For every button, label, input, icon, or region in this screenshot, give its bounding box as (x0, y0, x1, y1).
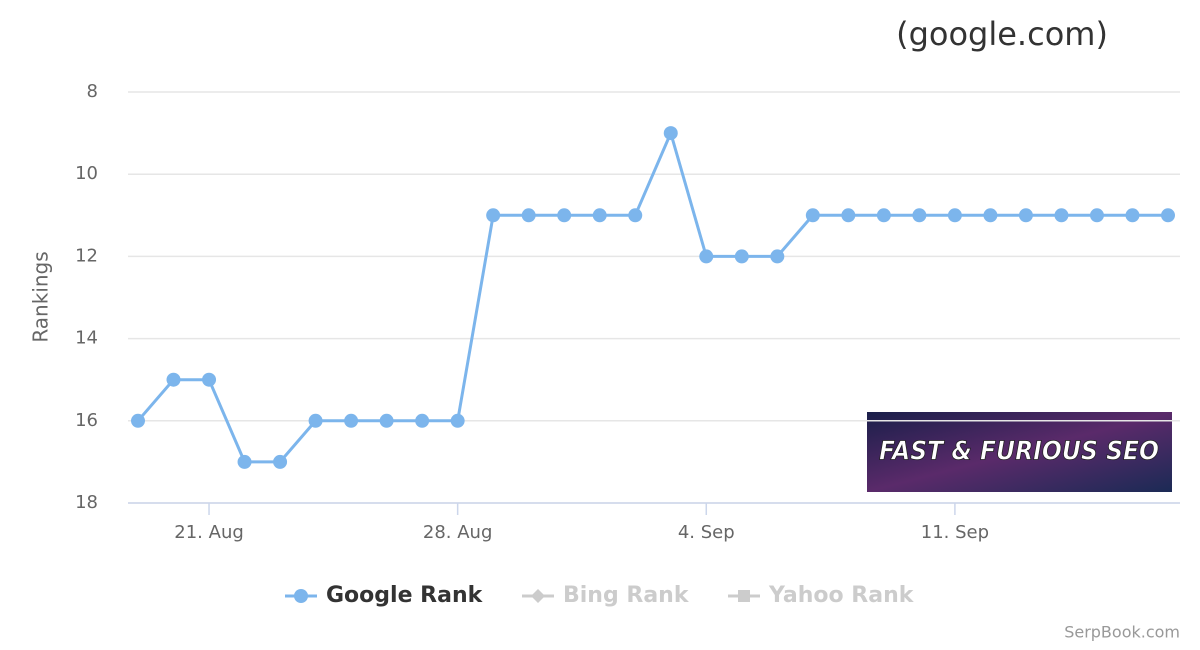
legend-label[interactable]: Google Rank (326, 583, 484, 608)
y-axis-label: Rankings (29, 251, 53, 342)
data-point (131, 413, 145, 428)
data-point (912, 208, 927, 223)
data-point (202, 372, 217, 387)
y-tick-label: 14 (75, 328, 98, 349)
data-point (344, 413, 359, 428)
data-point (805, 208, 820, 223)
data-point (628, 208, 643, 223)
legend-label[interactable]: Yahoo Rank (768, 583, 915, 608)
data-point (273, 454, 288, 469)
data-point (237, 454, 252, 469)
data-point (166, 372, 181, 387)
legend-marker (738, 590, 750, 602)
data-point (699, 249, 714, 264)
data-point (663, 126, 678, 141)
data-point (592, 208, 607, 223)
y-tick-label: 12 (75, 245, 98, 266)
x-tick-label: 28. Aug (423, 522, 493, 543)
data-point (734, 249, 749, 264)
y-tick-label: 8 (87, 81, 98, 102)
banner-text: FAST & FURIOUS SEO (879, 437, 1159, 467)
data-point (1089, 208, 1104, 223)
legend-marker (294, 589, 308, 603)
data-point (770, 249, 785, 264)
data-point (557, 208, 572, 223)
chart-title: (google.com) (896, 15, 1108, 53)
y-tick-label: 16 (75, 410, 98, 431)
data-point (415, 413, 430, 428)
data-point (1054, 208, 1069, 223)
x-tick-label: 11. Sep (921, 522, 989, 543)
y-tick-label: 18 (75, 492, 98, 513)
data-point (1161, 208, 1175, 223)
y-tick-label: 10 (75, 163, 98, 184)
data-point (983, 208, 998, 223)
data-point (1018, 208, 1033, 223)
legend-marker (531, 589, 545, 603)
data-point (450, 413, 465, 428)
credit: SerpBook.com (1064, 623, 1180, 642)
legend-label[interactable]: Bing Rank (563, 583, 690, 608)
data-point (841, 208, 856, 223)
x-tick-label: 21. Aug (174, 522, 244, 543)
x-tick-label: 4. Sep (678, 522, 735, 543)
data-point (1125, 208, 1140, 223)
banner-image (867, 412, 1172, 492)
data-point (308, 413, 323, 428)
data-point (947, 208, 962, 223)
data-point (379, 413, 394, 428)
data-point (486, 208, 501, 223)
data-point (876, 208, 891, 223)
data-point (521, 208, 536, 223)
